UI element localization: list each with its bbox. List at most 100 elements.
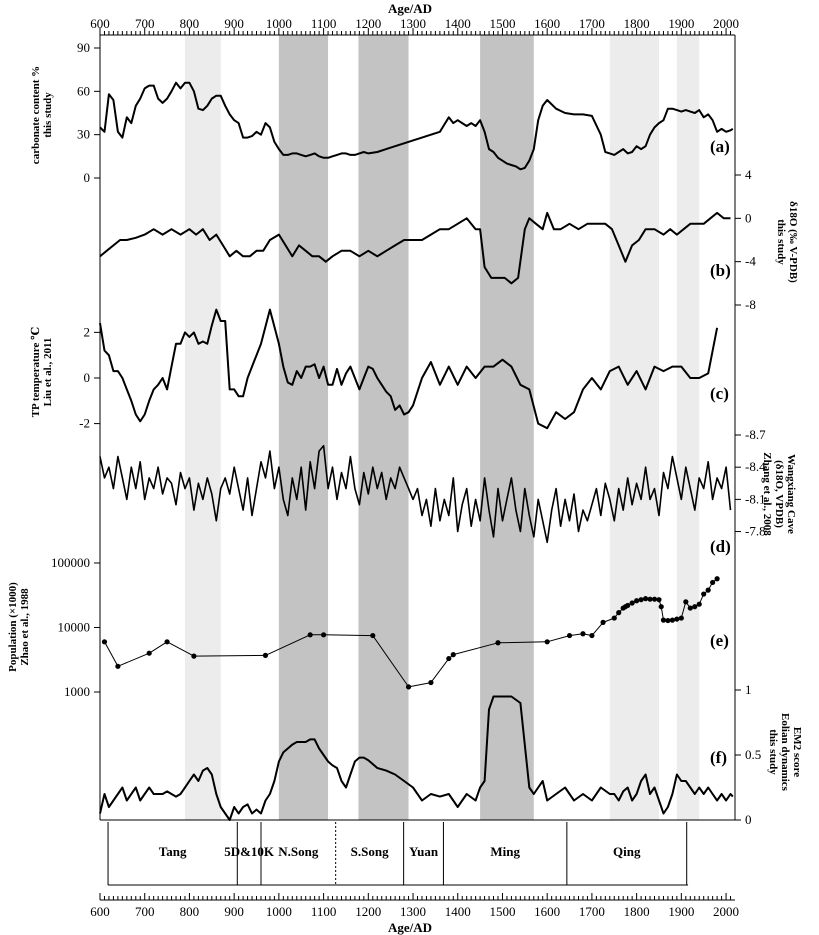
population-point — [616, 610, 622, 616]
population-point — [307, 632, 313, 638]
population-point — [634, 598, 640, 604]
y-tick-label: 100000 — [51, 555, 90, 570]
y-tick-label: 4 — [745, 167, 752, 182]
population-point — [580, 631, 586, 637]
y-tick-label: 1000 — [64, 684, 90, 699]
series-line-b — [99, 211, 731, 285]
dynasty-label: S.Song — [351, 844, 389, 859]
population-point — [638, 597, 644, 603]
y-axis-title: this study — [42, 92, 54, 138]
dynasty-label: Qing — [613, 844, 641, 859]
y-axis-title: (δ18O, VPDB) — [773, 460, 785, 528]
panel-label: (c) — [710, 384, 729, 403]
series-line-d — [99, 444, 732, 544]
top-tick-label: 1400 — [445, 16, 471, 31]
top-tick-label: 1600 — [534, 16, 560, 31]
bottom-tick-label: 1800 — [624, 904, 650, 919]
y-axis-title: Wangxiang Cave — [785, 454, 797, 534]
y-tick-label: 1 — [745, 682, 752, 697]
top-tick-label: 1000 — [266, 16, 292, 31]
panel-d: -8.7 -8.4 -8.1 -7.8 Wangxiang Cave(δ18O, VPD… — [99, 427, 797, 556]
population-point — [544, 639, 550, 645]
bottom-tick-label: 2000 — [713, 904, 739, 919]
y-tick-label: 0 — [84, 370, 91, 385]
top-tick-label: 900 — [224, 16, 244, 31]
shade-band-4 — [480, 35, 534, 820]
y-axis-title: δ18O (‰ V-PDB) — [787, 201, 799, 283]
y-tick-label: -8.7 — [745, 427, 766, 442]
dynasty-label: Ming — [490, 844, 520, 859]
population-point — [683, 599, 689, 605]
y-axis-title: Zhang et al., 2008 — [761, 452, 773, 536]
y-tick-label: -8.1 — [745, 491, 766, 506]
bottom-tick-label: 1000 — [266, 904, 292, 919]
x-axes: 600 600 700 700 800 800 900 900 1000 1000 1100 1100… — [90, 16, 739, 919]
population-point — [710, 579, 716, 586]
top-tick-label: 700 — [135, 16, 155, 31]
population-point — [692, 604, 698, 610]
population-point — [405, 684, 412, 690]
shade-band-1 — [184, 35, 221, 820]
population-point — [656, 597, 662, 603]
population-point — [696, 601, 702, 607]
y-axis-title: this study — [775, 219, 787, 265]
y-axis-title: Eolian dynamics — [779, 713, 791, 792]
series-line-a — [99, 81, 734, 171]
top-tick-label: 1300 — [400, 16, 426, 31]
y-tick-label: 0 — [745, 210, 752, 225]
y-tick-label: -8 — [745, 297, 756, 312]
y-axis-title: Liu et al., 2011 — [42, 338, 54, 407]
bottom-tick-label: 900 — [224, 904, 244, 919]
population-point — [647, 596, 653, 602]
panel-label: (e) — [710, 631, 729, 650]
population-point — [446, 655, 452, 662]
population-point — [262, 652, 269, 658]
population-point — [589, 632, 595, 639]
bottom-tick-label: 800 — [180, 904, 200, 919]
population-point — [714, 576, 720, 582]
y-tick-label: -7.8 — [745, 524, 766, 539]
population-point — [678, 615, 684, 621]
population-point — [651, 596, 658, 602]
dynasty-label: N.Song — [278, 844, 319, 859]
population-point — [669, 617, 675, 623]
bottom-tick-label: 700 — [135, 904, 155, 919]
population-point — [701, 591, 707, 597]
top-tick-label: 1800 — [624, 16, 650, 31]
bottom-tick-label: 1900 — [668, 904, 694, 919]
dynasty-label: 5D&10K — [224, 844, 275, 859]
population-point — [370, 632, 376, 639]
y-axis-title: this study — [767, 729, 779, 775]
top-tick-label: 800 — [180, 16, 200, 31]
series-line-c — [99, 308, 719, 430]
y-axis-title: TP temperature ℃ — [30, 327, 42, 418]
bottom-tick-label: 1300 — [400, 904, 426, 919]
y-tick-label: 0.5 — [745, 747, 761, 762]
panel-label: (f) — [710, 748, 727, 767]
population-point — [687, 605, 693, 611]
y-axis-title: Zhao et al., 1988 — [19, 588, 31, 666]
y-tick-label: -2 — [79, 416, 90, 431]
top-tick-label: 1200 — [355, 16, 381, 31]
panel-label: (a) — [710, 137, 730, 156]
shade-band-6 — [676, 35, 700, 820]
shade-band-2 — [278, 35, 329, 820]
panel-a: 0 30 60 90 carbonate content % this study (a) — [30, 40, 734, 185]
population-point — [101, 639, 108, 645]
top-tick-label: 1900 — [668, 16, 694, 31]
population-point — [428, 679, 434, 686]
panel-c: -2 0 2 TP temperature ℃ Liu et al., 2011 (c) — [30, 308, 729, 431]
bottom-tick-label: 1100 — [311, 904, 337, 919]
bottom-tick-label: 600 — [90, 904, 110, 919]
y-tick-label: 10000 — [58, 620, 91, 635]
population-point — [320, 632, 327, 638]
population-point — [660, 617, 667, 623]
y-tick-label: -4 — [745, 254, 756, 269]
population-point — [629, 600, 635, 606]
y-tick-label: 2 — [84, 324, 91, 339]
dynasty-bar: Tang 5D&10K N.Song S.Song Yuan Ming Qing — [107, 822, 689, 886]
population-point — [450, 652, 456, 658]
population-point — [625, 602, 631, 609]
y-axis-title: EM2 score — [791, 727, 803, 777]
